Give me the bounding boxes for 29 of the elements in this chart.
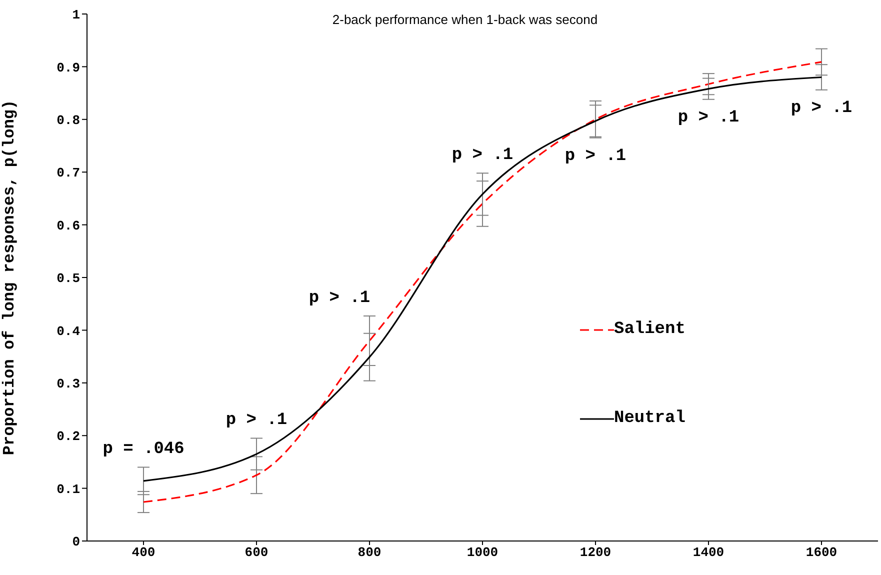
y-tick-label: 0.2 (56, 429, 80, 444)
y-tick-label: 0.1 (56, 482, 80, 497)
annotation: p = .046 (102, 440, 184, 460)
y-tick-label: 1 (72, 8, 80, 23)
x-tick-label: 1400 (692, 545, 724, 560)
y-tick-label: 0.7 (56, 166, 80, 181)
x-tick-label: 1200 (580, 545, 612, 560)
annotation: p > .1 (452, 146, 514, 166)
y-axis-title: Proportion of long responses, p(long) (0, 100, 19, 456)
y-tick-label: 0.5 (56, 271, 80, 286)
y-tick-label: 0.8 (56, 113, 80, 128)
y-tick-label: 0 (72, 534, 80, 550)
y-tick-label: 0.9 (56, 60, 80, 76)
annotation: p > .1 (564, 146, 626, 166)
annotation: p > .1 (308, 288, 370, 308)
chart-title: 2-back performance when 1-back was second (331, 12, 599, 27)
x-tick-label: 800 (358, 545, 382, 560)
annotation: p > .1 (678, 108, 740, 128)
legend-label: Salient (614, 320, 686, 339)
x-tick-label: 1000 (466, 545, 498, 560)
x-tick-label: 400 (132, 545, 156, 560)
y-tick-label: 0.6 (56, 218, 80, 234)
annotation: p > .1 (790, 98, 852, 118)
y-tick-label: 0.4 (56, 324, 80, 339)
y-tick-label: 0.3 (56, 376, 80, 392)
x-tick-label: 600 (244, 545, 268, 560)
legend-label: Neutral (614, 409, 686, 428)
annotation: p > .1 (226, 411, 288, 430)
x-tick-label: 1600 (806, 545, 838, 560)
